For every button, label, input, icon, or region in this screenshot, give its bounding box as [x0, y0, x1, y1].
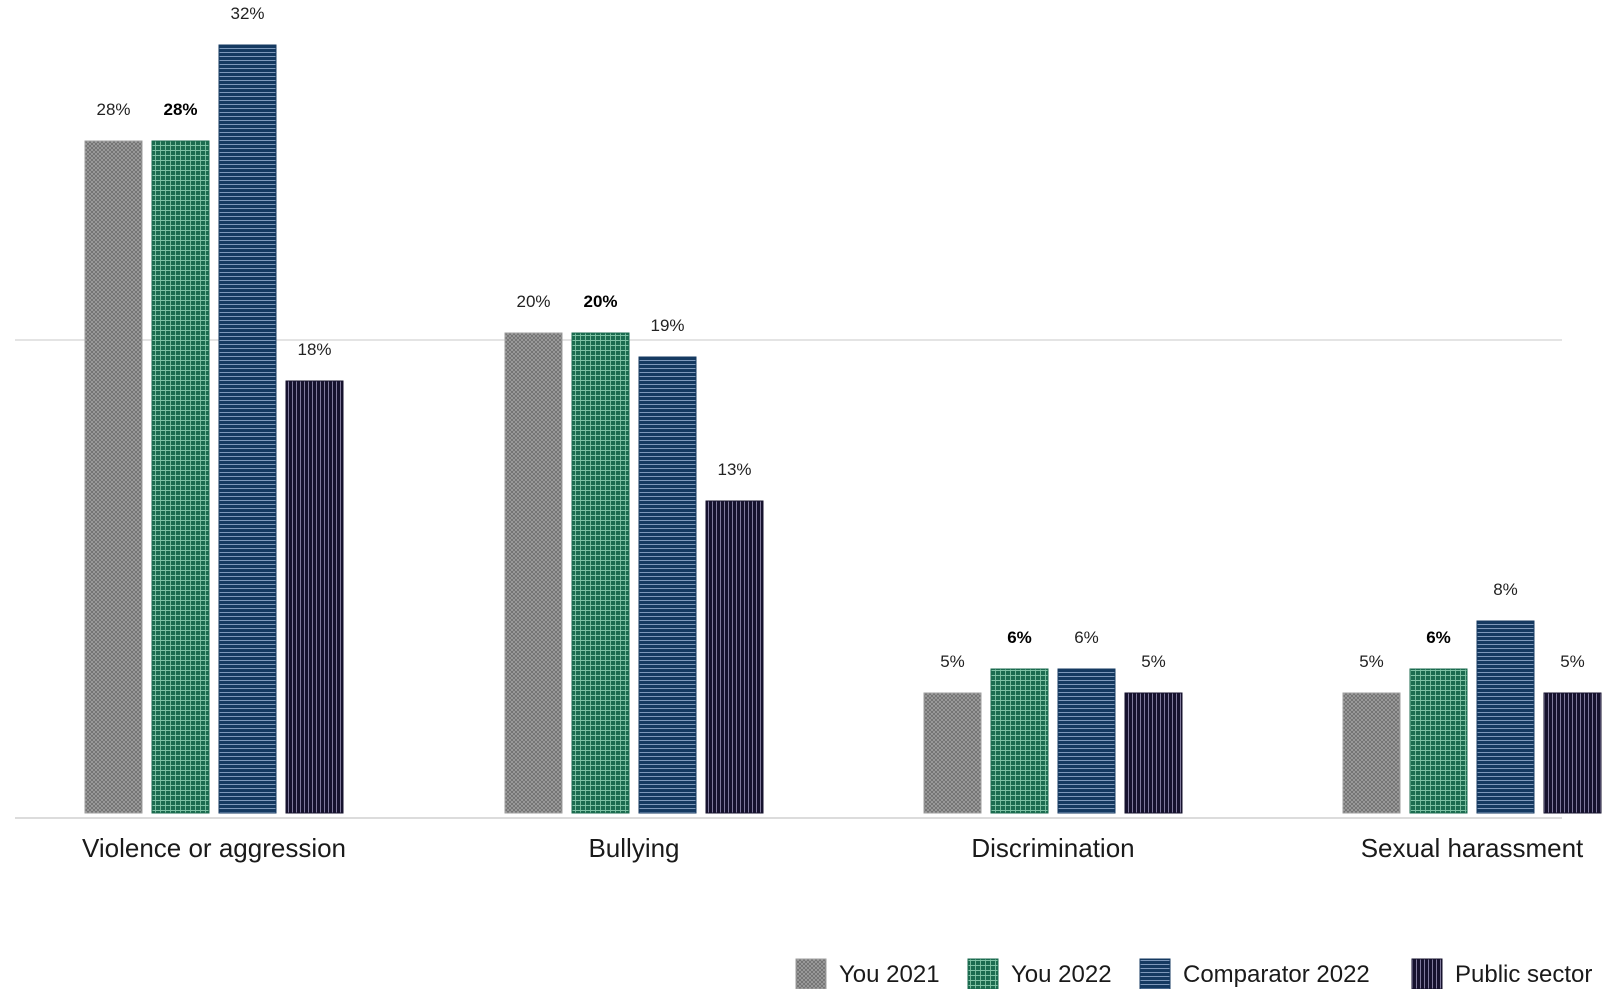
category-label-violence-or-aggression: Violence or aggression [82, 833, 346, 863]
bar-discrimination-you-2021 [923, 692, 982, 814]
bar-sexual-harassment-public-sector [1543, 692, 1602, 814]
data-label-bullying-comparator-2022: 19% [650, 316, 684, 335]
data-label-discrimination-comparator-2022: 6% [1074, 628, 1099, 647]
bar-discrimination-you-2022 [990, 668, 1049, 814]
data-label-discrimination-you-2021: 5% [940, 652, 965, 671]
data-label-violence-or-aggression-public-sector: 18% [297, 340, 331, 359]
category-labels-layer: Violence or aggression Bullying Discrimina… [82, 833, 1584, 863]
bar-sexual-harassment-comparator-2022 [1476, 620, 1535, 814]
data-label-bullying-public-sector: 13% [717, 460, 751, 479]
bar-sexual-harassment-you-2022 [1409, 668, 1468, 814]
data-label-violence-or-aggression-you-2022: 28% [163, 100, 197, 119]
legend-label-you-2021: You 2021 [839, 961, 940, 988]
bar-bullying-comparator-2022 [638, 356, 697, 814]
legend-swatch-you-2022 [967, 958, 999, 989]
bar-violence-or-aggression-you-2022 [151, 140, 210, 814]
data-label-violence-or-aggression-you-2021: 28% [96, 100, 130, 119]
legend: You 2021 You 2022 Comparator 2022 Public se… [795, 958, 1592, 989]
bar-bullying-you-2022 [571, 332, 630, 814]
legend-swatch-you-2021 [795, 958, 827, 989]
bar-violence-or-aggression-public-sector [285, 380, 344, 814]
bar-discrimination-comparator-2022 [1057, 668, 1116, 814]
legend-swatch-public-sector [1411, 958, 1443, 989]
bar-violence-or-aggression-comparator-2022 [218, 44, 277, 814]
category-label-discrimination: Discrimination [971, 833, 1134, 863]
legend-label-public-sector: Public sector [1455, 961, 1592, 988]
bar-sexual-harassment-you-2021 [1342, 692, 1401, 814]
data-label-bullying-you-2022: 20% [583, 292, 617, 311]
legend-swatch-comparator-2022 [1139, 958, 1171, 989]
data-label-sexual-harassment-public-sector: 5% [1560, 652, 1585, 671]
data-label-discrimination-you-2022: 6% [1007, 628, 1032, 647]
data-label-discrimination-public-sector: 5% [1141, 652, 1166, 671]
category-label-sexual-harassment: Sexual harassment [1361, 833, 1584, 863]
data-label-bullying-you-2021: 20% [516, 292, 550, 311]
category-label-bullying: Bullying [588, 833, 679, 863]
legend-label-you-2022: You 2022 [1011, 961, 1112, 988]
data-label-sexual-harassment-you-2022: 6% [1426, 628, 1451, 647]
bar-bullying-public-sector [705, 500, 764, 814]
bar-violence-or-aggression-you-2021 [84, 140, 143, 814]
legend-label-comparator-2022: Comparator 2022 [1183, 961, 1370, 988]
bar-discrimination-public-sector [1124, 692, 1183, 814]
value-labels-layer: 28% 28% 32% 18% 20% 20% 19% 13% 5% 6% 6% 5% 5% 6% 8% 5% [96, 4, 1584, 671]
bars-layer [84, 44, 1602, 814]
bar-bullying-you-2021 [504, 332, 563, 814]
data-label-violence-or-aggression-comparator-2022: 32% [230, 4, 264, 23]
data-label-sexual-harassment-you-2021: 5% [1359, 652, 1384, 671]
data-label-sexual-harassment-comparator-2022: 8% [1493, 580, 1518, 599]
